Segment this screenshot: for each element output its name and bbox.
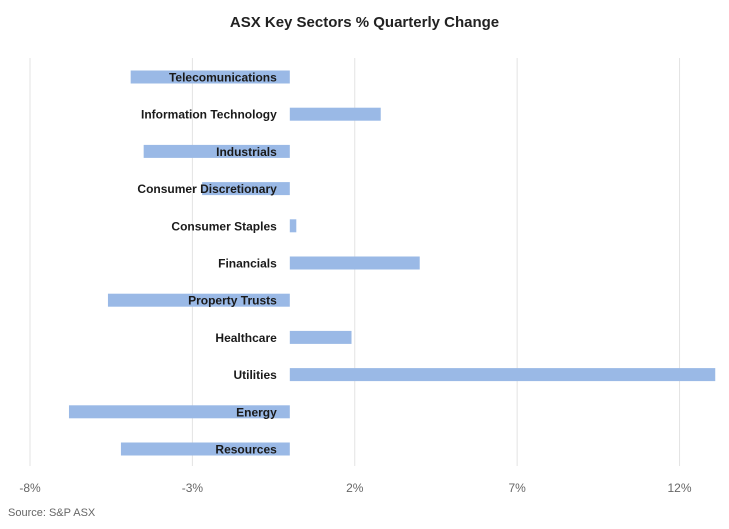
category-label: Utilities — [233, 368, 277, 382]
x-tick-label: 7% — [508, 481, 526, 495]
bar — [289, 256, 420, 270]
category-label: Financials — [218, 257, 277, 271]
category-label: Healthcare — [215, 331, 277, 345]
bar — [68, 405, 290, 419]
source-note: Source: S&P ASX — [8, 507, 96, 519]
chart-title: ASX Key Sectors % Quarterly Change — [229, 14, 500, 31]
category-label: Industrials — [216, 145, 277, 159]
bar — [143, 144, 290, 158]
bar — [120, 442, 290, 456]
bar — [289, 107, 381, 121]
category-label: Resources — [215, 443, 277, 457]
category-label: Energy — [236, 405, 277, 419]
category-label: Consumer Discretionary — [137, 182, 277, 196]
bar — [107, 293, 290, 307]
x-tick-label: -8% — [19, 481, 41, 495]
bar — [289, 368, 716, 382]
x-tick-label: 2% — [346, 481, 364, 495]
bar — [289, 219, 297, 233]
bar — [202, 182, 290, 196]
x-tick-label: -3% — [182, 481, 204, 495]
category-label: Telecomunications — [169, 71, 277, 85]
bar — [130, 70, 290, 84]
category-label: Consumer Staples — [171, 219, 277, 233]
category-label: Information Technology — [141, 108, 277, 122]
category-label: Property Trusts — [188, 294, 277, 308]
x-tick-label: 12% — [668, 481, 692, 495]
bar — [289, 330, 352, 344]
